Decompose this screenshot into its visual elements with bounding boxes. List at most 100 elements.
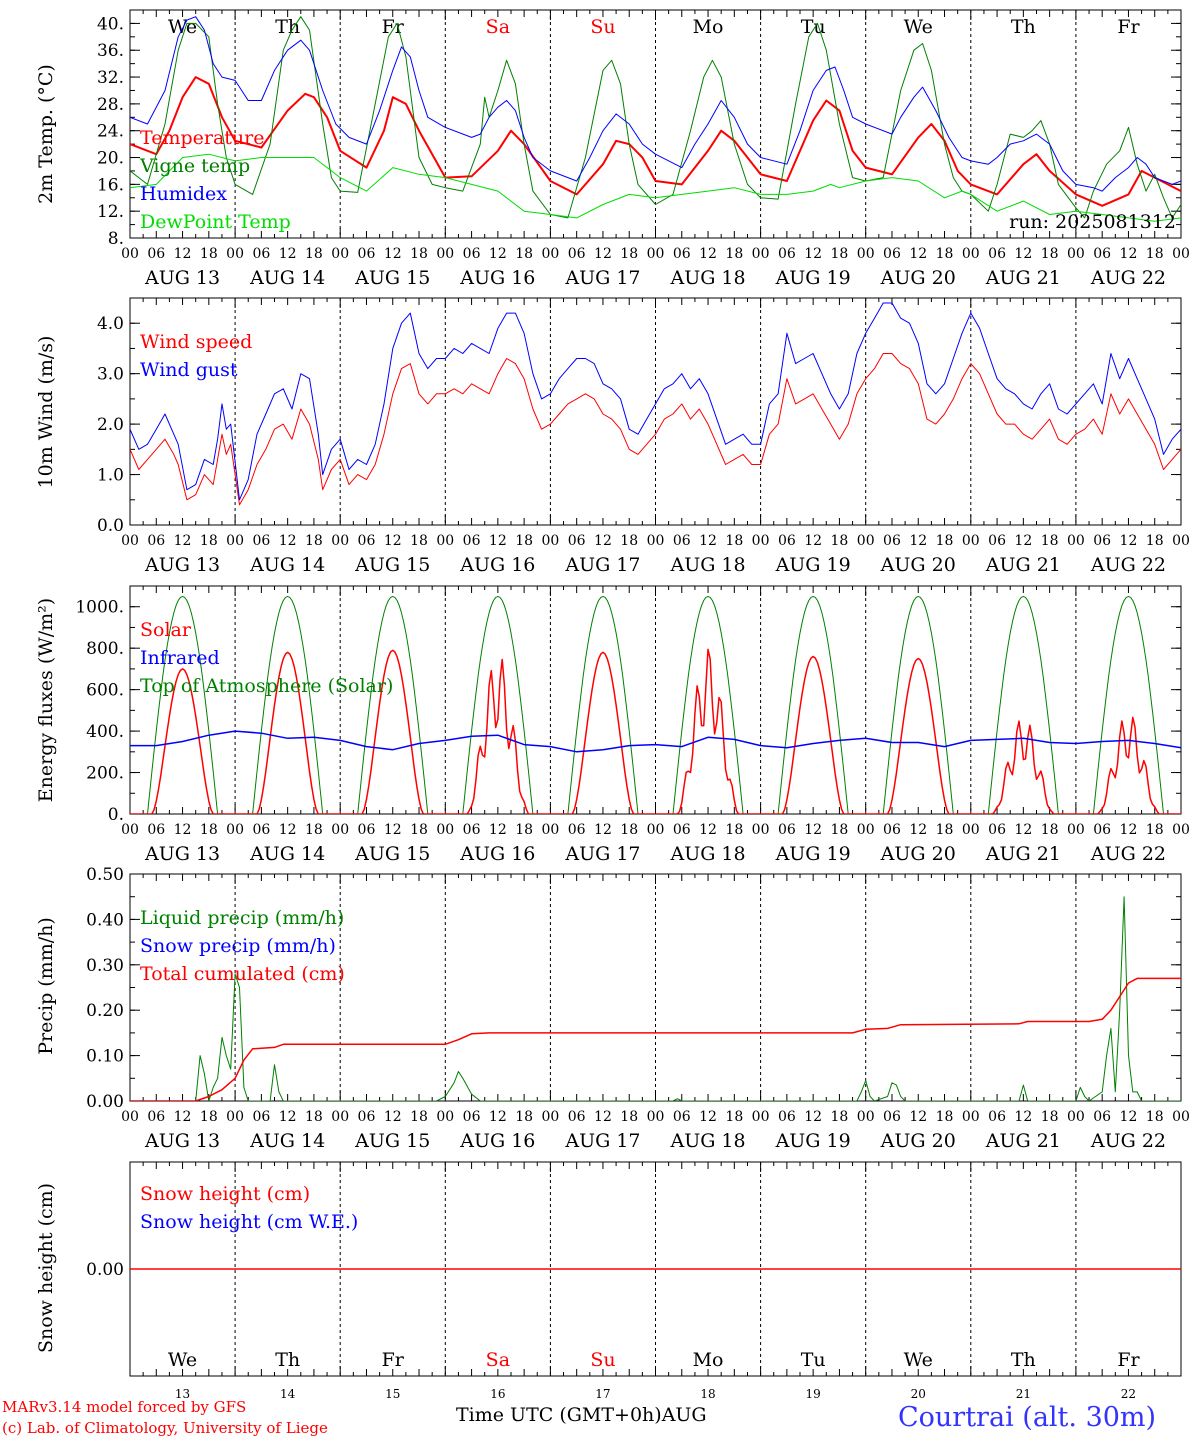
day-label-bottom: Fr — [1117, 1349, 1140, 1371]
y-tick-label: 0.00 — [86, 1260, 124, 1280]
date-label: AUG 19 — [775, 554, 851, 576]
legend-entry: Snow height (cm) — [140, 1183, 310, 1205]
hour-tick-label: 18 — [936, 822, 954, 838]
hour-tick-label: 18 — [515, 533, 533, 549]
hour-tick-label: 12 — [699, 246, 717, 262]
hour-tick-label: 12 — [699, 1109, 717, 1125]
hour-tick-label: 00 — [1172, 822, 1190, 838]
date-label: AUG 13 — [144, 843, 220, 865]
y-tick-label: 4.0 — [97, 314, 124, 334]
day-number: 22 — [1121, 1387, 1136, 1400]
hour-tick-label: 06 — [778, 533, 796, 549]
hour-tick-label: 12 — [279, 822, 297, 838]
hour-tick-label: 00 — [331, 1109, 349, 1125]
y-tick-label: 800. — [86, 639, 124, 659]
series-wind-speed — [130, 353, 1181, 506]
hour-tick-label: 12 — [489, 822, 507, 838]
hour-tick-label: 00 — [962, 822, 980, 838]
hour-tick-label: 00 — [857, 822, 875, 838]
hour-tick-label: 18 — [515, 1109, 533, 1125]
hour-tick-label: 06 — [778, 822, 796, 838]
hour-tick-label: 06 — [463, 246, 481, 262]
hour-tick-label: 06 — [252, 822, 270, 838]
y-tick-label: 0.0 — [97, 516, 124, 536]
y-axis-label: Energy fluxes (W/m²) — [35, 598, 57, 802]
panel-precipitation: 0.00 0.10 0.20 0.30 0.40 0.50 Precip (mm/h) 00 0… — [35, 865, 1190, 1152]
hour-tick-label: 06 — [568, 533, 586, 549]
date-label: AUG 17 — [564, 843, 640, 865]
hour-tick-label: 18 — [200, 1109, 218, 1125]
date-label: AUG 17 — [564, 267, 640, 289]
hour-tick-label: 18 — [305, 822, 323, 838]
hour-tick-label: 00 — [436, 822, 454, 838]
y-tick-label: 2.0 — [97, 415, 124, 435]
hour-tick-label: 06 — [147, 822, 165, 838]
hour-tick-label: 18 — [831, 246, 849, 262]
hour-tick-label: 06 — [358, 1109, 376, 1125]
date-label: AUG 21 — [985, 267, 1061, 289]
series-infrared — [130, 730, 1181, 753]
hour-tick-label: 12 — [279, 1109, 297, 1125]
panel-wind: 0.0 1.0 2.0 3.0 4.0 10m Wind (m/s) 00 06 12 18 AUG… — [35, 297, 1190, 576]
y-axis-label: 2m Temp. (°C) — [35, 64, 57, 204]
hour-tick-label: 06 — [988, 1109, 1006, 1125]
hour-tick-label: 18 — [620, 246, 638, 262]
hour-tick-label: 06 — [147, 246, 165, 262]
hour-tick-label: 12 — [174, 533, 192, 549]
hour-tick-label: 18 — [620, 1109, 638, 1125]
hour-tick-label: 06 — [1093, 822, 1111, 838]
hour-tick-label: 00 — [226, 533, 244, 549]
hour-tick-label: 00 — [331, 822, 349, 838]
panel-snow-height: 0.00 Snow height (cm) We 13 Th 14 Fr 15 Sa 16 Su 17… — [35, 1161, 1182, 1401]
y-tick-label: 20. — [97, 149, 124, 169]
y-tick-label: 32. — [97, 68, 124, 88]
hour-tick-label: 18 — [831, 533, 849, 549]
y-tick-label: 200. — [86, 764, 124, 784]
date-label: AUG 21 — [985, 1130, 1061, 1152]
hour-tick-label: 06 — [568, 246, 586, 262]
hour-tick-label: 12 — [384, 246, 402, 262]
hour-tick-label: 00 — [1172, 246, 1190, 262]
hour-tick-label: 00 — [857, 533, 875, 549]
hour-tick-label: 12 — [174, 246, 192, 262]
hour-tick-label: 18 — [936, 1109, 954, 1125]
hour-tick-label: 18 — [1041, 822, 1059, 838]
day-label: Th — [275, 16, 300, 38]
hour-tick-label: 06 — [252, 533, 270, 549]
series-temperature — [130, 76, 1181, 207]
hour-tick-label: 12 — [1014, 1109, 1032, 1125]
date-label: AUG 15 — [354, 554, 430, 576]
hour-tick-label: 18 — [515, 246, 533, 262]
day-label: Tu — [801, 16, 826, 38]
series-top-of-atmosphere — [130, 595, 1181, 814]
day-label: Mo — [693, 16, 724, 38]
series-dewpoint-temp — [130, 153, 1181, 222]
legend-entry: Snow precip (mm/h) — [140, 935, 336, 957]
hour-tick-label: 00 — [1067, 1109, 1085, 1125]
day-label-bottom: Su — [590, 1349, 615, 1371]
date-label: AUG 20 — [880, 554, 956, 576]
hour-tick-label: 18 — [725, 1109, 743, 1125]
hour-tick-label: 06 — [1093, 1109, 1111, 1125]
series-humidex — [130, 16, 1181, 192]
hour-tick-label: 18 — [831, 1109, 849, 1125]
y-tick-label: 400. — [86, 722, 124, 742]
day-number: 17 — [595, 1387, 610, 1400]
hour-tick-label: 12 — [174, 822, 192, 838]
hour-tick-label: 00 — [331, 533, 349, 549]
hour-tick-label: 00 — [436, 1109, 454, 1125]
hour-tick-label: 12 — [804, 533, 822, 549]
date-label: AUG 14 — [249, 1130, 325, 1152]
run-annotation: run: 2025081312 — [1009, 211, 1176, 233]
legend-entry: Temperature — [140, 127, 264, 149]
day-label: We — [168, 16, 197, 38]
hour-tick-label: 18 — [1041, 246, 1059, 262]
y-tick-label: 600. — [86, 681, 124, 701]
date-label: AUG 16 — [459, 843, 535, 865]
y-tick-label: 0.30 — [86, 956, 124, 976]
date-label: AUG 13 — [144, 1130, 220, 1152]
date-label: AUG 21 — [985, 554, 1061, 576]
date-label: AUG 18 — [669, 843, 745, 865]
hour-tick-label: 06 — [358, 533, 376, 549]
date-label: AUG 15 — [354, 843, 430, 865]
